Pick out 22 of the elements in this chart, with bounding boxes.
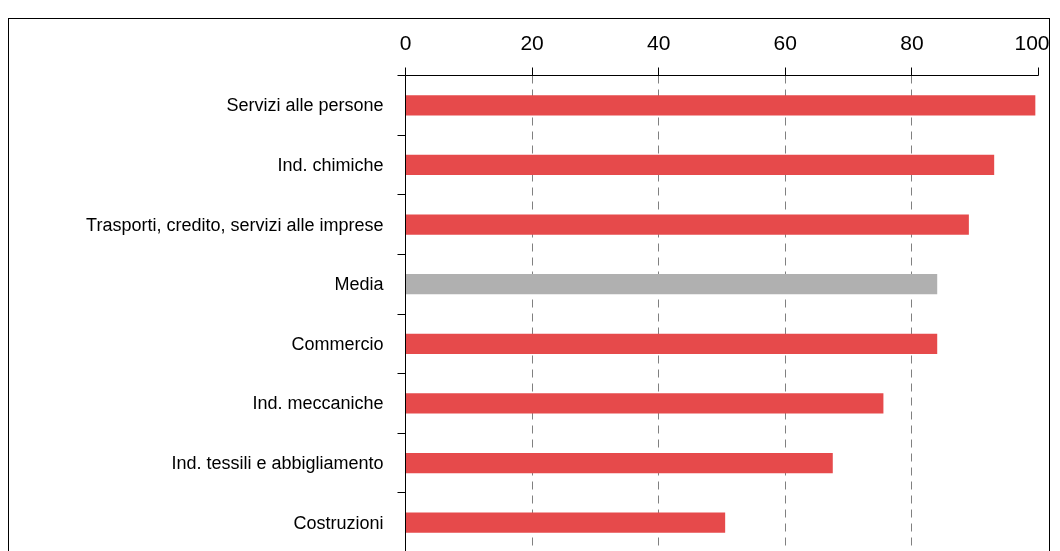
- bar: [405, 154, 995, 176]
- x-tick-label: 20: [520, 30, 544, 54]
- x-tick-label: 40: [647, 30, 671, 54]
- bar: [405, 214, 969, 235]
- bar: [405, 274, 938, 295]
- y-tick-label: Servizi alle persone: [226, 95, 384, 116]
- y-tick-label: Commercio: [291, 333, 384, 354]
- y-tick-label: Trasporti, credito, servizi alle imprese: [86, 214, 384, 235]
- y-tick-label: Media: [334, 274, 385, 295]
- x-tick-label: 80: [900, 30, 924, 54]
- y-tick-label: Ind. chimiche: [277, 154, 384, 175]
- x-tick-label: 100: [1014, 30, 1050, 54]
- bar: [405, 452, 833, 474]
- y-tick-label: Ind. tessili e abbigliamento: [171, 453, 384, 474]
- x-tick-label: 0: [399, 30, 412, 54]
- bar: [405, 512, 726, 533]
- y-tick-label: Ind. meccaniche: [252, 393, 384, 414]
- x-tick-label: 60: [773, 30, 797, 54]
- bar: [405, 333, 938, 354]
- bar: [405, 393, 884, 414]
- y-tick-label: Costruzioni: [293, 512, 384, 533]
- bar: [405, 95, 1036, 116]
